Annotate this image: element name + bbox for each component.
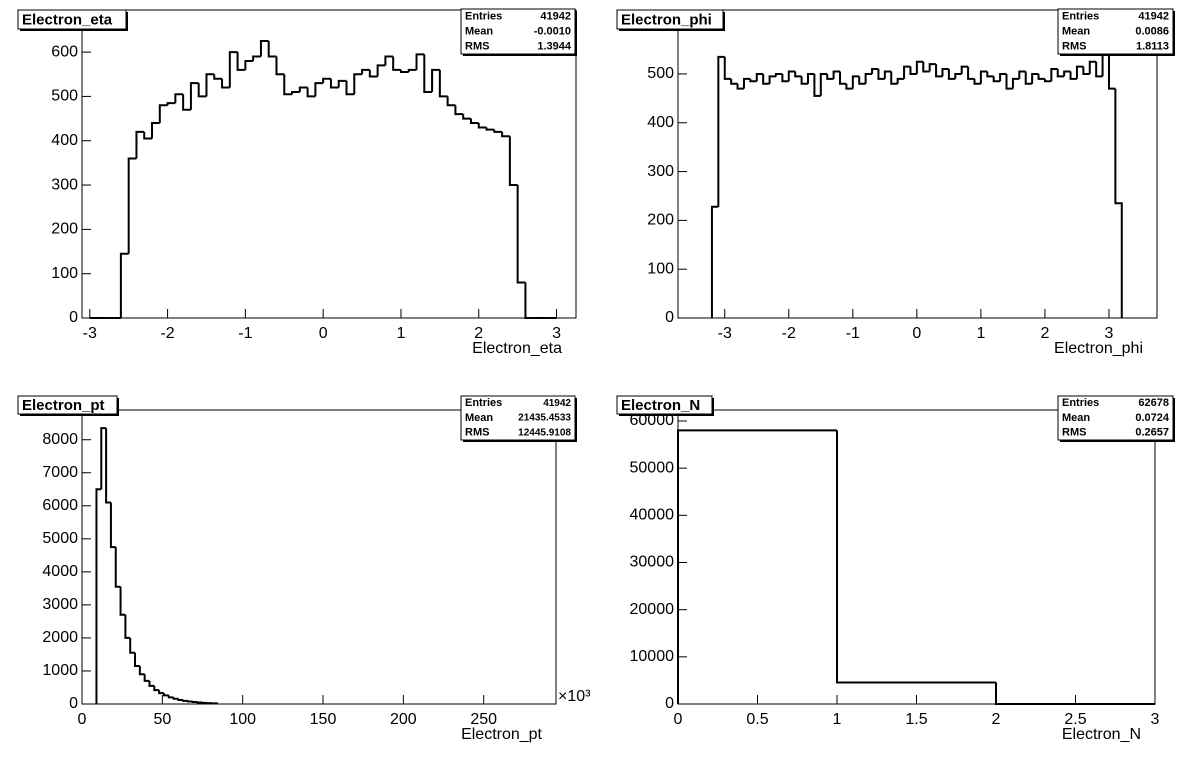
y-tick-label: 200 <box>51 221 78 238</box>
stats-label: RMS <box>465 427 489 439</box>
y-tick-label: 0 <box>665 309 674 326</box>
stats-label: Entries <box>1062 397 1099 409</box>
x-tick-label: 1 <box>397 325 406 342</box>
stats-value: -0.0010 <box>534 25 571 37</box>
y-tick-label: 6000 <box>42 497 78 514</box>
stats-label: Entries <box>465 10 502 22</box>
y-tick-label: 600 <box>51 43 78 60</box>
stats-value: 41942 <box>540 10 571 22</box>
y-tick-label: 2000 <box>42 629 78 646</box>
stats-label: Mean <box>1062 25 1090 37</box>
x-axis-title: Electron_phi <box>1054 340 1143 357</box>
plot-frame <box>82 410 556 704</box>
y-tick-label: 500 <box>51 88 78 105</box>
y-tick-label: 20000 <box>630 601 675 618</box>
x-tick-label: 1 <box>976 325 985 342</box>
plot-frame <box>678 410 1155 704</box>
y-tick-label: 300 <box>647 163 674 180</box>
x-tick-label: 2 <box>992 711 1001 728</box>
stats-value: 1.8113 <box>1136 40 1169 52</box>
stats-value: 41942 <box>543 398 571 409</box>
stats-label: Entries <box>465 397 502 409</box>
x-tick-label: 50 <box>153 711 171 728</box>
y-tick-label: 200 <box>647 212 674 229</box>
x-tick-label: 0 <box>912 325 921 342</box>
stats-label: Mean <box>465 412 493 424</box>
x-axis-title: Electron_pt <box>461 726 542 743</box>
y-tick-label: 3000 <box>42 596 78 613</box>
stats-value: 41942 <box>1138 10 1169 22</box>
stats-value: 12445.9108 <box>518 427 571 438</box>
chart-title: Electron_phi <box>621 11 712 28</box>
y-tick-label: 400 <box>647 114 674 131</box>
histogram-bin <box>188 701 193 702</box>
histogram-bin <box>212 703 217 704</box>
histogram-bin <box>183 700 188 701</box>
y-tick-label: 300 <box>51 176 78 193</box>
y-tick-label: 100 <box>647 260 674 277</box>
x-tick-label: 0 <box>319 325 328 342</box>
x-tick-label: -3 <box>718 325 732 342</box>
y-tick-label: 5000 <box>42 530 78 547</box>
stats-label: Mean <box>465 25 493 37</box>
y-tick-label: 50000 <box>630 459 675 476</box>
x-tick-label: 100 <box>229 711 256 728</box>
y-tick-label: 8000 <box>42 431 78 448</box>
stats-value: 62678 <box>1138 397 1169 409</box>
chart-title: Electron_pt <box>22 397 105 414</box>
y-tick-label: 1000 <box>42 662 78 679</box>
stats-value: 0.0724 <box>1135 412 1170 424</box>
stats-label: Entries <box>1062 10 1099 22</box>
stats-value: 0.0086 <box>1135 25 1169 37</box>
x-axis-multiplier: ×10³ <box>558 688 591 705</box>
stats-label: RMS <box>465 40 489 52</box>
x-tick-label: -2 <box>782 325 796 342</box>
y-tick-label: 500 <box>647 65 674 82</box>
y-tick-label: 40000 <box>630 507 675 524</box>
stats-value: 0.2657 <box>1135 427 1169 439</box>
x-tick-label: 0 <box>78 711 87 728</box>
x-tick-label: 0.5 <box>746 711 768 728</box>
x-tick-label: 0 <box>674 711 683 728</box>
plot-frame <box>82 10 576 318</box>
x-tick-label: 3 <box>1151 711 1160 728</box>
plot-frame <box>678 10 1157 318</box>
stats-value: 1.3944 <box>537 40 572 52</box>
x-tick-label: 200 <box>390 711 417 728</box>
y-tick-label: 100 <box>51 265 78 282</box>
x-axis-title: Electron_eta <box>472 340 562 357</box>
y-tick-label: 0 <box>665 695 674 712</box>
y-tick-label: 7000 <box>42 464 78 481</box>
x-axis-title: Electron_N <box>1062 726 1141 743</box>
x-tick-label: 150 <box>310 711 337 728</box>
stats-label: RMS <box>1062 40 1086 52</box>
x-tick-label: 1 <box>833 711 842 728</box>
x-tick-label: 2 <box>1040 325 1049 342</box>
stats-label: Mean <box>1062 412 1090 424</box>
y-tick-label: 4000 <box>42 563 78 580</box>
chart-title: Electron_N <box>621 397 700 414</box>
y-tick-label: 10000 <box>630 648 675 665</box>
x-tick-label: -1 <box>238 325 252 342</box>
y-tick-label: 400 <box>51 132 78 149</box>
x-tick-label: 1.5 <box>905 711 927 728</box>
y-tick-label: 30000 <box>630 554 675 571</box>
x-tick-label: -3 <box>83 325 97 342</box>
x-tick-label: -2 <box>160 325 174 342</box>
stats-value: 21435.4533 <box>518 413 571 424</box>
chart-title: Electron_eta <box>22 11 113 28</box>
stats-label: RMS <box>1062 427 1086 439</box>
y-tick-label: 0 <box>69 695 78 712</box>
y-tick-label: 0 <box>69 309 78 326</box>
x-tick-label: -1 <box>846 325 860 342</box>
